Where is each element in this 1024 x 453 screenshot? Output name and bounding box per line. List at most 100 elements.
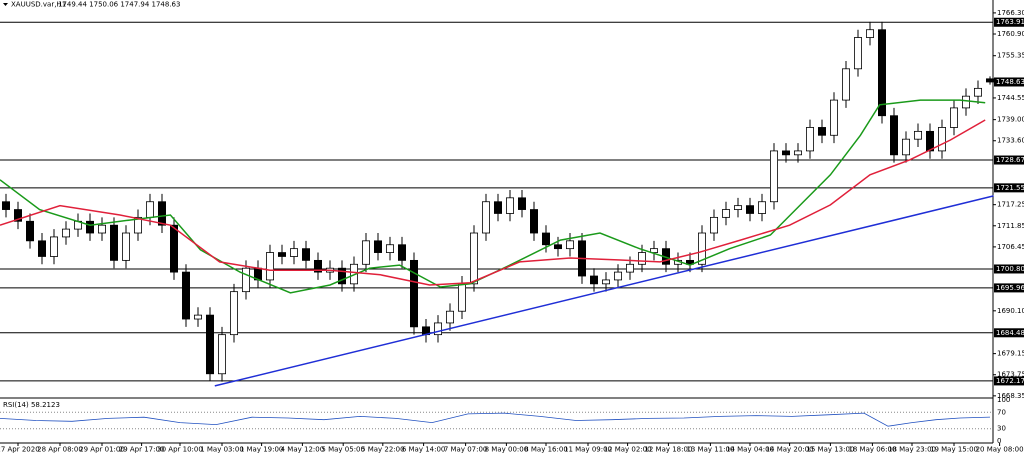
candle-body <box>758 201 767 214</box>
y-tick-label: 1766.30 <box>997 9 1024 17</box>
candle-body <box>842 68 851 101</box>
rsi-label: RSI(14) 58.2123 <box>3 401 60 409</box>
level-label-box <box>994 376 1024 386</box>
x-tick-label: 18 May 06:00 <box>848 446 896 453</box>
x-tick-label: 8 May 16:00 <box>524 446 568 453</box>
candle-body <box>13 209 22 222</box>
candle-body <box>2 201 10 210</box>
symbol: XAUUSD.var,H1 <box>11 1 66 9</box>
candle-body <box>217 334 226 375</box>
candle-body <box>794 150 803 156</box>
candle-body <box>38 240 47 257</box>
level-label: 1728.67 <box>996 156 1024 164</box>
candle-body <box>50 236 59 257</box>
y-tick-label: 1760.90 <box>997 30 1024 38</box>
candle-body <box>145 201 154 218</box>
y-tick-label: 1733.60 <box>997 137 1024 145</box>
x-tick-label: 11 May 09:00 <box>564 446 612 453</box>
level-label: 1721.55 <box>996 184 1024 192</box>
candle-body <box>962 95 971 109</box>
candle-body <box>710 216 719 234</box>
candle-body <box>722 209 731 218</box>
candle-body <box>926 130 935 152</box>
y-tick-label: 1744.55 <box>997 94 1024 102</box>
candle-body <box>782 150 791 156</box>
candle-body <box>457 283 466 312</box>
candle-body <box>914 130 923 140</box>
candle-body <box>818 127 827 136</box>
candle-body <box>445 310 454 324</box>
candle-body <box>902 138 911 156</box>
level-label-box <box>994 155 1024 165</box>
candle-body <box>554 244 563 250</box>
x-tick-label: 14 May 04:00 <box>726 446 774 453</box>
candle-body <box>313 259 322 273</box>
price-label-box <box>994 77 1024 87</box>
indicator-line <box>0 119 986 286</box>
x-tick-label: 7 May 07:00 <box>444 446 488 453</box>
x-tick-label: 18 May 23:00 <box>888 446 936 453</box>
x-tick-label: 13 May 11:00 <box>686 446 734 453</box>
candle-body <box>505 197 514 214</box>
candle-body <box>98 224 107 234</box>
indicator-line <box>214 195 994 387</box>
candle-body <box>746 205 755 214</box>
level-label-box <box>994 183 1024 193</box>
candle-body <box>86 220 95 234</box>
y-tick-label: 1668.35 <box>997 392 1024 400</box>
candle-body <box>397 244 406 261</box>
candle-body <box>650 248 659 253</box>
candle-body <box>289 248 298 257</box>
candle-body <box>890 115 899 156</box>
candle-body <box>590 275 599 285</box>
candle-body <box>110 224 119 261</box>
level-label-box <box>994 17 1024 27</box>
y-tick-label: 1706.45 <box>997 243 1024 251</box>
candle-body <box>878 29 887 117</box>
y-tick-label: 1711.85 <box>997 222 1024 230</box>
x-tick-label: 1 May 03:00 <box>200 446 244 453</box>
menu-arrow <box>3 3 8 6</box>
x-tick-label: 29 Apr 01:00 <box>79 446 125 453</box>
level-label-box <box>994 328 1024 338</box>
candle-body <box>698 232 707 265</box>
candle-body <box>638 252 647 265</box>
rsi-tick-label: 100 <box>997 396 1010 404</box>
y-tick-label: 1690.10 <box>997 307 1024 315</box>
candle-body <box>542 232 551 246</box>
x-tick-label: 5 May 22:00 <box>361 446 405 453</box>
candle-body <box>770 150 779 203</box>
level-label: 1763.91 <box>996 18 1024 26</box>
candle-body <box>229 291 238 336</box>
y-tick-label: 1717.25 <box>997 201 1024 209</box>
x-tick-label: 14 May 20:00 <box>766 446 814 453</box>
candle-body <box>361 240 370 265</box>
x-tick-label: 19 May 15:00 <box>930 446 978 453</box>
x-tick-label: 8 May 00:00 <box>485 446 529 453</box>
y-tick-label: 1679.15 <box>997 350 1024 358</box>
candle-body <box>205 314 214 375</box>
candle-body <box>277 252 286 257</box>
candle-body <box>241 267 250 293</box>
header-ohlc: 1749.44 1750.06 1747.94 1748.63 <box>58 1 180 9</box>
candle-body <box>518 197 527 210</box>
candle-body <box>301 248 310 261</box>
rsi-tick-label: 0 <box>997 437 1001 445</box>
candle-body <box>409 259 418 328</box>
level-label: 1700.80 <box>996 265 1024 273</box>
x-tick-label: 27 Apr 2020 <box>0 446 40 453</box>
x-tick-label: 12 May 02:00 <box>604 446 652 453</box>
x-tick-label: 6 May 14:00 <box>402 446 446 453</box>
y-tick-label: 1739.00 <box>997 116 1024 124</box>
candle-body <box>614 271 623 281</box>
x-tick-label: 29 Apr 17:00 <box>119 446 165 453</box>
candle-body <box>469 232 478 285</box>
candle-body <box>481 201 490 234</box>
x-tick-label: 28 Apr 08:00 <box>37 446 83 453</box>
candle-body <box>566 240 575 250</box>
price-label: 1748.63 <box>996 78 1024 86</box>
candle-body <box>986 78 995 83</box>
x-tick-label: 12 May 18:00 <box>644 446 692 453</box>
